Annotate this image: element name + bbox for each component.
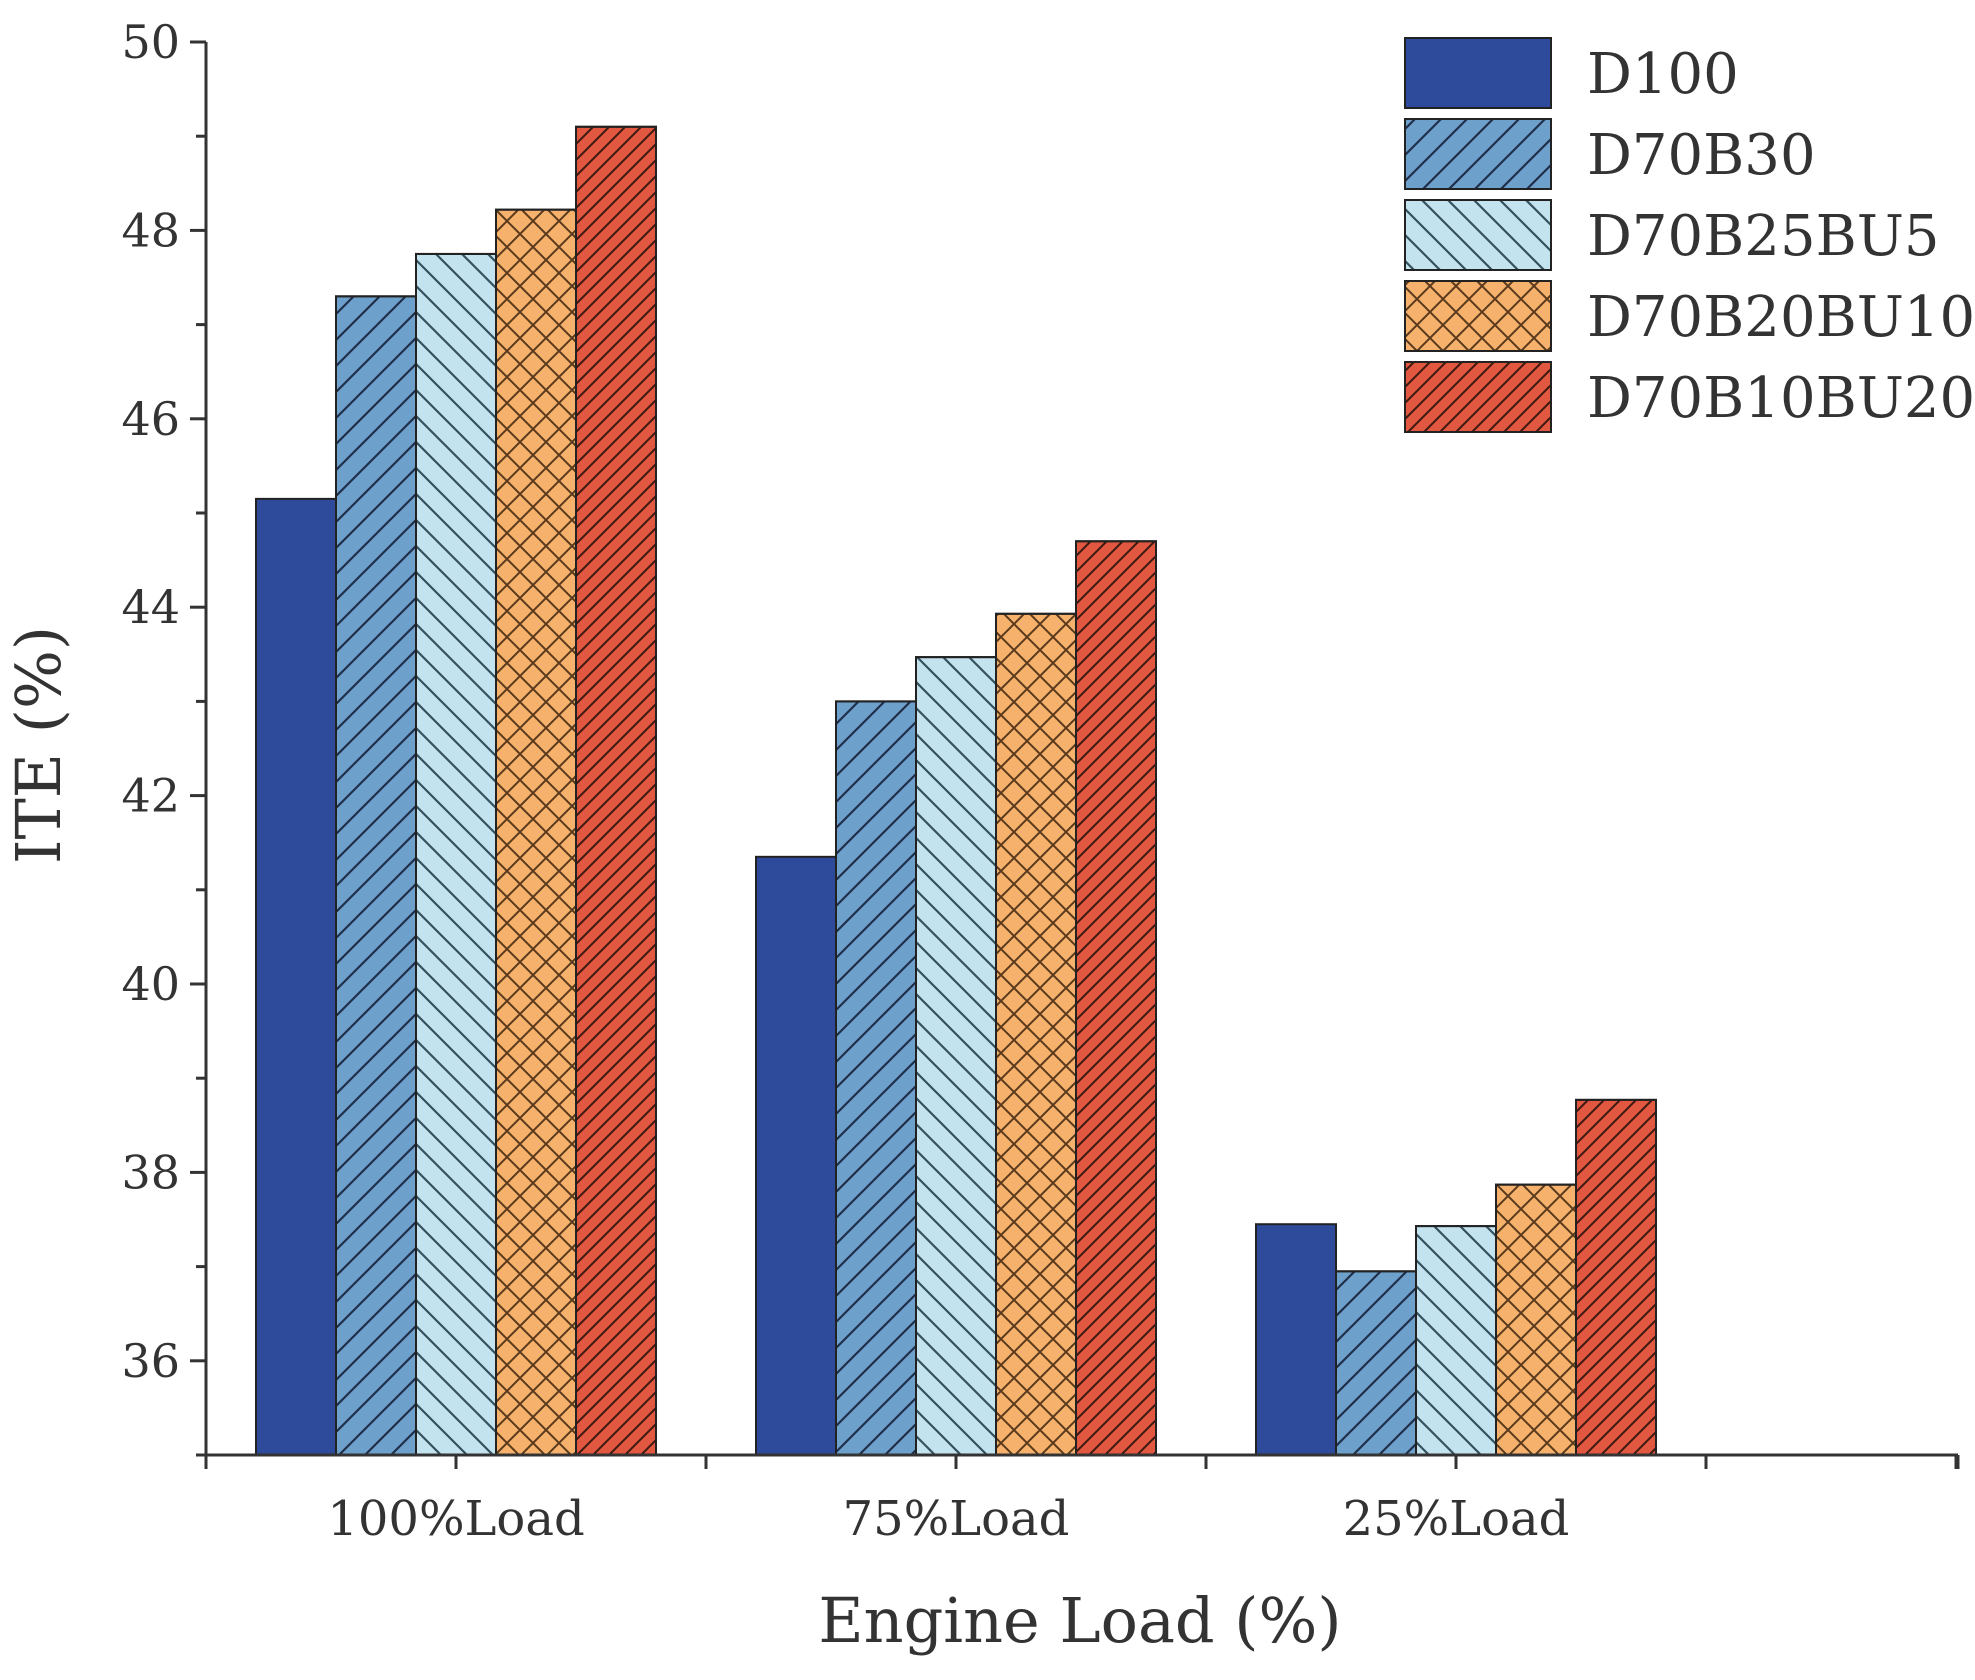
y-ticks: 36 38 40 42 44 46 48 50 bbox=[121, 15, 206, 1457]
legend-swatch-hatch-d70b25bu5 bbox=[1404, 199, 1552, 271]
bar-d100-25-load bbox=[1255, 1223, 1337, 1456]
legend-label-d70b25bu5: D70B25BU5 bbox=[1587, 204, 1940, 269]
bar-hatch-d70b30-25-load bbox=[1335, 1270, 1417, 1457]
x-category-label: 75%Load bbox=[843, 1491, 1070, 1547]
bar-hatch-d70b25bu5-100-load bbox=[415, 252, 497, 1457]
bar-hatch-d70b30-100-load bbox=[335, 295, 417, 1457]
axes bbox=[204, 42, 1958, 1457]
x-axis-title: Engine Load (%) bbox=[818, 1584, 1341, 1657]
bar-hatch-d70b20bu10-100-load bbox=[495, 208, 577, 1456]
legend-label-d70b10bu20: D70B10BU20 bbox=[1587, 366, 1975, 431]
y-tick-label: 44 bbox=[121, 580, 180, 634]
bar-hatch-d70b30-75-load bbox=[835, 700, 917, 1456]
y-tick-label: 48 bbox=[121, 203, 180, 257]
legend-label-d100: D100 bbox=[1587, 42, 1739, 107]
y-tick-label: 38 bbox=[121, 1145, 180, 1199]
bar-hatch-d70b20bu10-75-load bbox=[995, 612, 1077, 1456]
bar-hatch-d70b10bu20-25-load bbox=[1575, 1098, 1657, 1456]
bar-hatch-d70b20bu10-25-load bbox=[1495, 1183, 1577, 1456]
legend-label-d70b20bu10: D70B20BU10 bbox=[1587, 285, 1975, 350]
bar-hatch-d70b25bu5-25-load bbox=[1415, 1225, 1497, 1456]
legend-swatch-hatch-d70b30 bbox=[1404, 118, 1552, 190]
x-category-label: 25%Load bbox=[1343, 1491, 1570, 1547]
bars-layer bbox=[255, 125, 1657, 1457]
bar-hatch-d70b10bu20-100-load bbox=[575, 125, 657, 1456]
y-tick-label: 42 bbox=[121, 769, 180, 823]
bar-hatch-d70b10bu20-75-load bbox=[1075, 540, 1157, 1456]
y-tick-label: 46 bbox=[121, 392, 180, 446]
legend-swatch-d100 bbox=[1404, 37, 1552, 109]
bar-hatch-d70b25bu5-75-load bbox=[915, 656, 997, 1456]
bar-d100-75-load bbox=[755, 855, 837, 1456]
y-axis-title: ITE (%) bbox=[2, 626, 75, 864]
x-category-label: 100%Load bbox=[327, 1491, 584, 1547]
y-tick-label: 36 bbox=[121, 1334, 180, 1388]
legend: D100 D70B30 D70B25BU5 D70B20BU10 D70B10BU20 bbox=[1404, 37, 1975, 433]
x-ticks: 100%Load 75%Load 25%Load bbox=[204, 1455, 1960, 1547]
legend-swatch-hatch-d70b10bu20 bbox=[1404, 361, 1552, 433]
bar-d100-100-load bbox=[255, 497, 337, 1456]
y-tick-label: 40 bbox=[121, 957, 180, 1011]
y-tick-label: 50 bbox=[121, 15, 180, 69]
legend-label-d70b30: D70B30 bbox=[1587, 123, 1816, 188]
legend-swatch-hatch-d70b20bu10 bbox=[1404, 280, 1552, 352]
